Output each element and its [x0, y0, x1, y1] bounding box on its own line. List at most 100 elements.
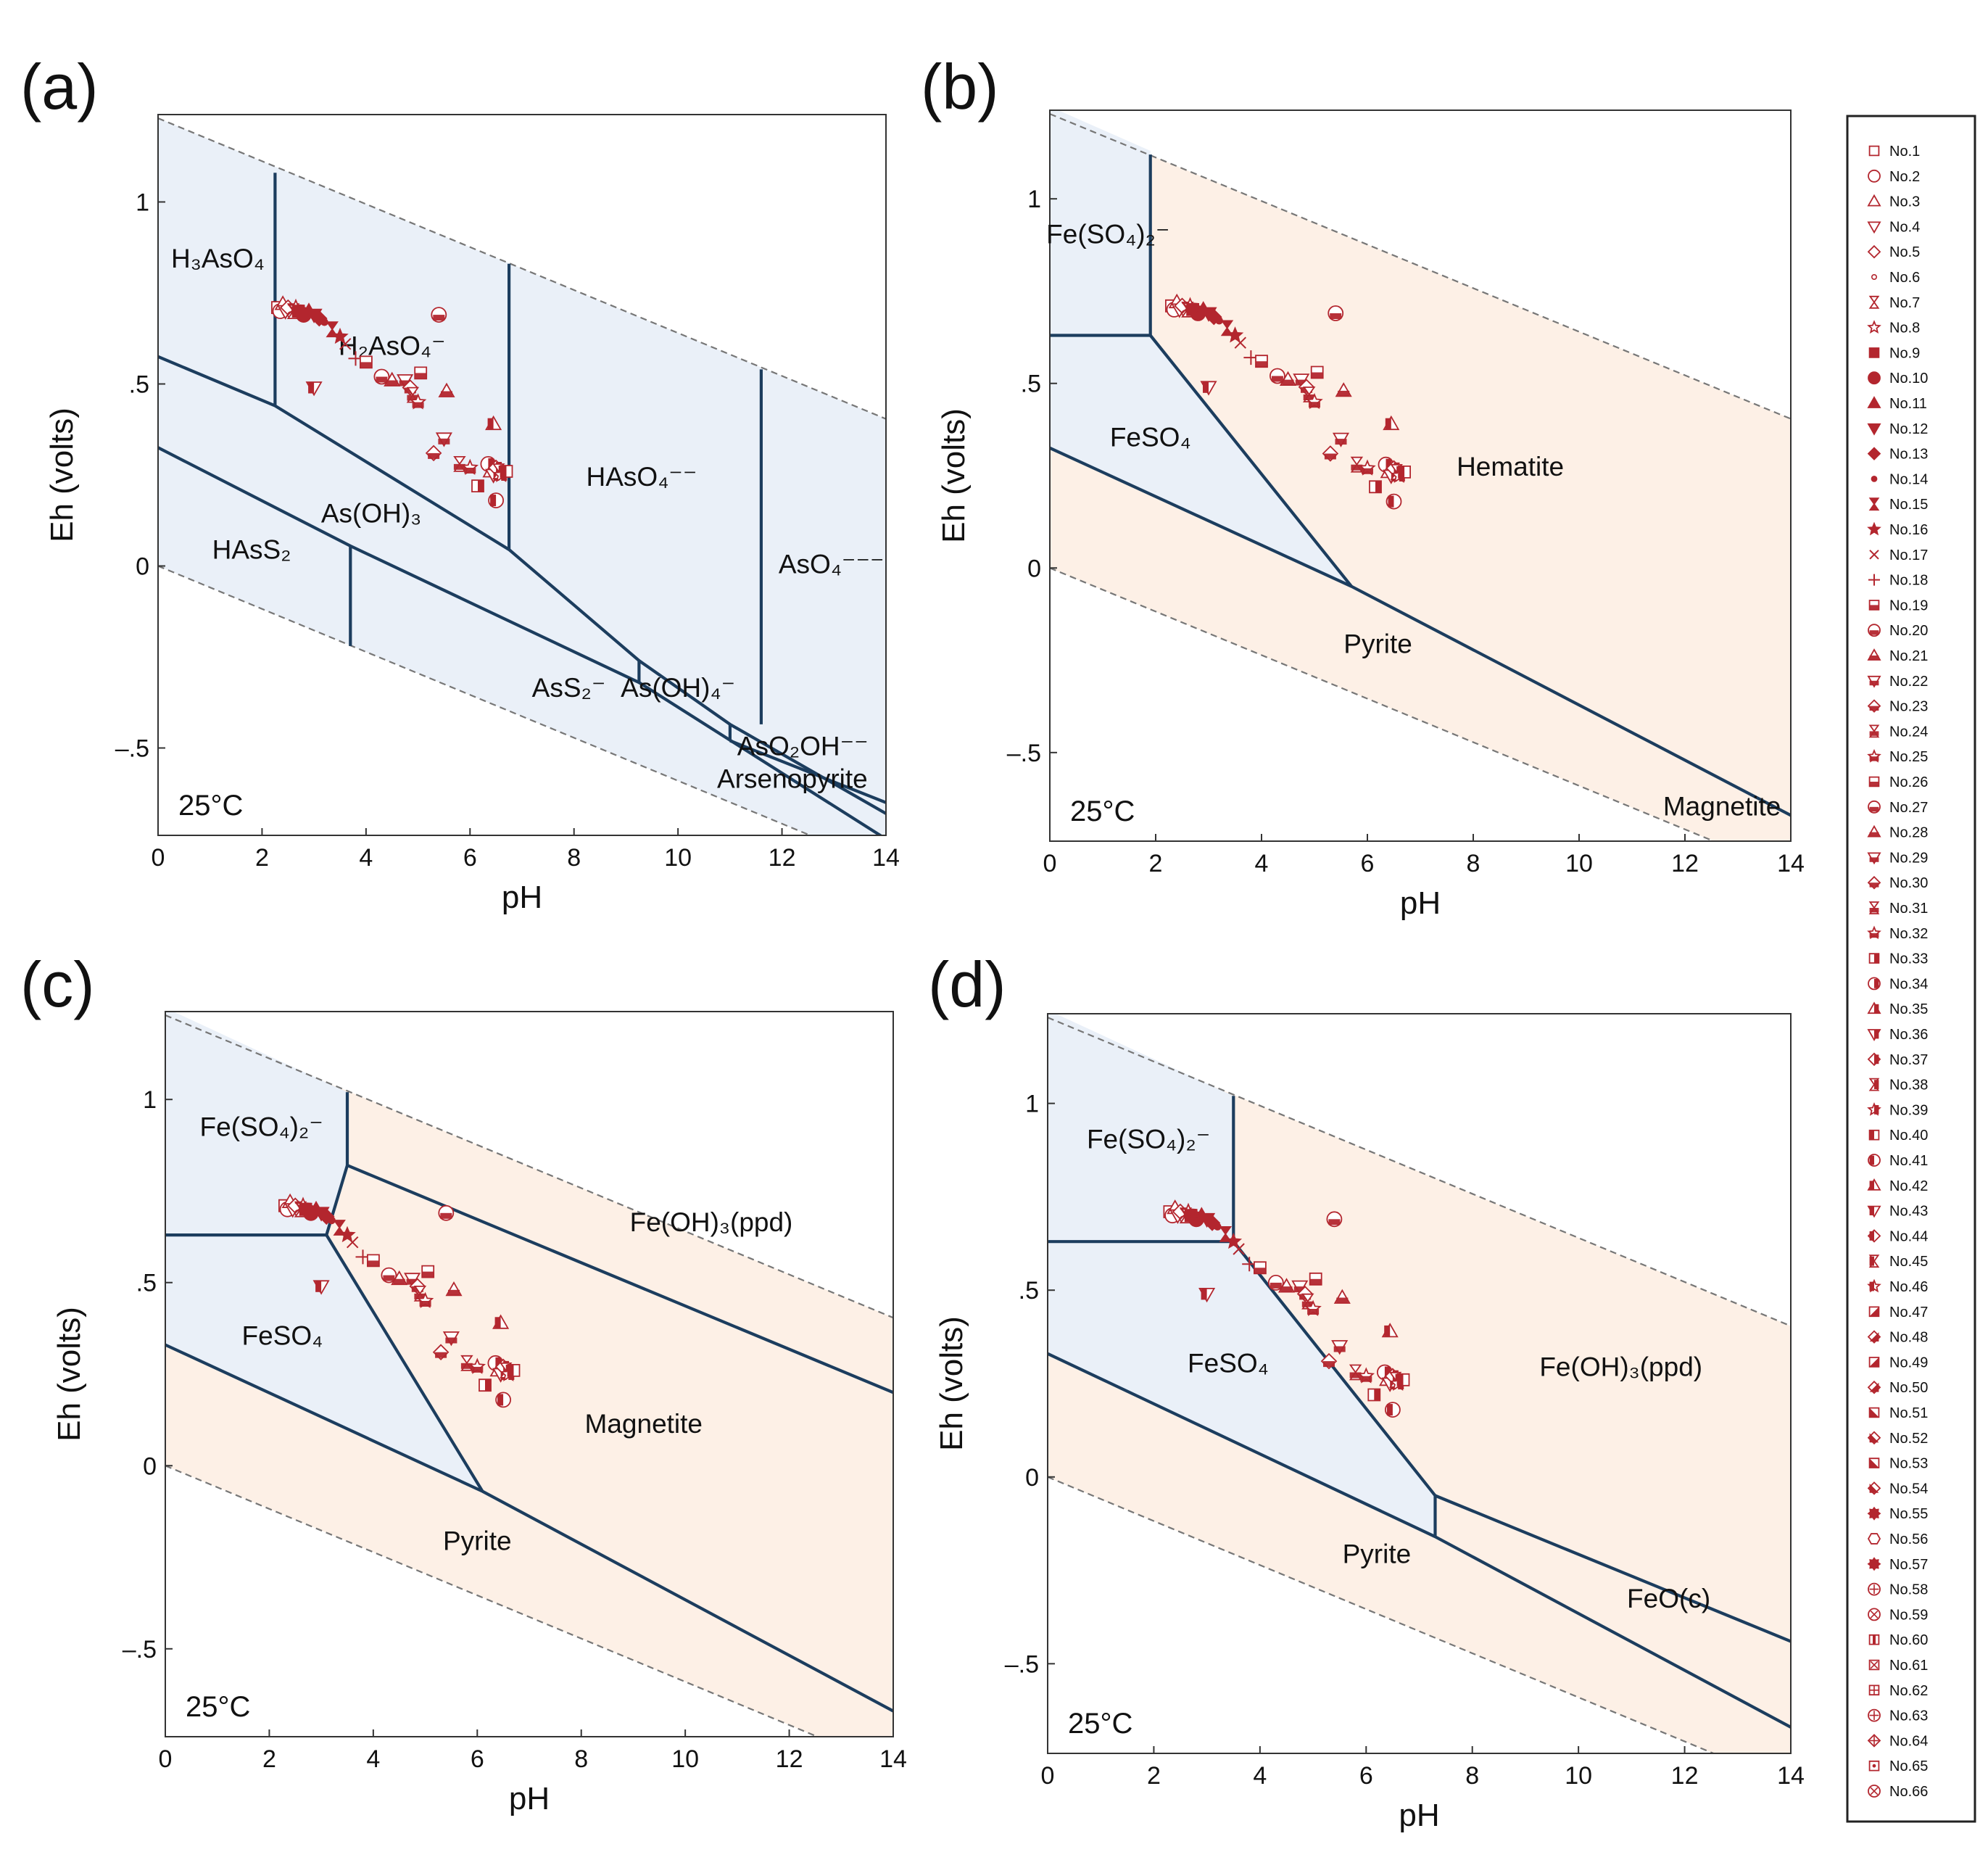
legend-marker	[1867, 1102, 1881, 1116]
legend-entry-label: No.53	[1889, 1456, 1928, 1472]
sample-point	[1301, 1293, 1314, 1310]
x-tick-label: 8	[1467, 850, 1480, 877]
y-tick-label: .5	[136, 1270, 157, 1297]
x-tick-label: 10	[664, 844, 692, 872]
legend-entry-label: No.10	[1889, 371, 1928, 386]
sample-point	[1328, 305, 1344, 321]
sample-point	[1383, 415, 1400, 431]
legend-entry-label: No.1	[1889, 144, 1920, 160]
region-label: H₂AsO₄⁻	[339, 331, 446, 360]
sample-point	[1200, 381, 1217, 396]
sample-point	[1226, 326, 1244, 343]
sample-point	[1349, 1364, 1362, 1381]
x-tick-label: 14	[1777, 1762, 1805, 1790]
water-lower-limit	[158, 565, 813, 835]
sample-point	[1306, 392, 1323, 410]
legend-marker	[1867, 1506, 1881, 1521]
x-tick-label: 8	[1465, 1762, 1479, 1790]
y-tick-label: .5	[1019, 1277, 1039, 1305]
sample-point	[500, 465, 513, 478]
legend-marker	[1868, 1760, 1880, 1772]
legend-marker	[1868, 600, 1880, 611]
x-axis-label: pH	[1399, 1798, 1439, 1833]
legend-marker	[1868, 724, 1880, 738]
legend-entry-label: No.37	[1889, 1052, 1928, 1068]
sample-point	[359, 355, 373, 369]
legend-entry-label: No.50	[1889, 1380, 1928, 1396]
legend-marker	[1867, 699, 1881, 713]
x-tick-label: 14	[872, 844, 900, 872]
region-label: Pyrite	[1343, 1539, 1412, 1568]
sample-point	[1234, 336, 1247, 349]
legend-marker	[1867, 1380, 1881, 1394]
x-tick-label: 10	[1565, 1762, 1592, 1790]
sample-legend: No.1 No.2 No.3 No.4 No.5 No.6 No.7 No.8 No.9 No.1…	[1846, 115, 1976, 1823]
legend-entry-label: No.27	[1889, 800, 1928, 816]
legend-marker	[1867, 1330, 1881, 1344]
legend-marker	[1867, 748, 1881, 763]
chart-panel-a: 0 2 4 6 8 10 12 14 1 .5 0 –.5 pH Eh (volts) H₃AsO₄ H₂As…	[44, 114, 900, 915]
y-tick-label: 0	[143, 1452, 157, 1480]
sample-point	[391, 1270, 408, 1286]
region-label: AsO₂OH⁻⁻	[737, 732, 869, 761]
sample-point	[445, 1281, 463, 1297]
sample-point	[431, 307, 447, 323]
sample-point	[435, 432, 452, 447]
legend-entry-label: No.44	[1889, 1228, 1928, 1244]
sample-point	[1367, 1388, 1381, 1402]
sample-point	[331, 327, 349, 344]
aqueous-region-1	[165, 1235, 483, 1492]
y-tick-label: –.5	[123, 1636, 157, 1663]
legend-entry-label: No.18	[1889, 573, 1928, 589]
legend-entry-label: No.11	[1889, 396, 1927, 412]
legend-entry-label: No.28	[1889, 825, 1928, 841]
legend-entry-label: No.6	[1889, 270, 1920, 286]
water-upper-limit	[158, 117, 886, 420]
legend-marker	[1867, 675, 1881, 688]
x-tick-label: 2	[1149, 850, 1163, 877]
panel-letter-a: (a)	[20, 51, 99, 123]
region-label: FeSO₄	[1188, 1349, 1269, 1378]
sample-point	[425, 445, 442, 462]
x-tick-label: 2	[1147, 1762, 1161, 1790]
sample-point	[1309, 1272, 1322, 1286]
legend-marker	[1867, 824, 1881, 838]
x-tick-label: 8	[567, 844, 581, 872]
sample-point	[461, 458, 479, 475]
y-tick-label: 0	[1025, 1464, 1039, 1492]
aqueous-region-1	[1048, 1241, 1436, 1537]
sample-point	[1254, 1261, 1267, 1275]
legend-marker	[1867, 423, 1881, 436]
aqueous-region-1	[1050, 335, 1352, 587]
legend-marker	[1868, 347, 1880, 358]
region-label: Fe(SO₄)₂⁻	[1087, 1124, 1210, 1154]
legend-marker	[1868, 1608, 1881, 1621]
aqueous-region-0	[1050, 110, 1151, 336]
y-tick-label: .5	[1021, 371, 1041, 398]
legend-entry-label: No.21	[1889, 648, 1928, 664]
sample-point	[1322, 445, 1339, 462]
sample-point	[471, 479, 484, 492]
legend-marker	[1868, 953, 1880, 964]
legend-marker	[1867, 1734, 1881, 1748]
legend-marker	[1867, 1557, 1881, 1571]
temperature-label: 25°C	[186, 1691, 250, 1723]
legend-entry-label: No.33	[1889, 951, 1928, 967]
region-label: Fe(OH)₃(ppd)	[1539, 1352, 1702, 1382]
sample-point	[1335, 382, 1352, 397]
region-label: As(OH)₄⁻	[621, 673, 735, 703]
plot-frame	[165, 1011, 894, 1737]
stability-field-background	[158, 118, 886, 835]
phase-boundary-3	[1149, 334, 1353, 588]
legend-entry-label: No.43	[1889, 1204, 1928, 1220]
region-label: HAsS₂	[212, 534, 291, 564]
legend-marker	[1867, 1229, 1881, 1243]
legend-entry-label: No.59	[1889, 1607, 1928, 1623]
aqueous-region-0	[165, 1012, 347, 1236]
legend-entry-label: No.45	[1889, 1254, 1928, 1270]
sample-point	[367, 1254, 380, 1268]
phase-boundary-3	[1232, 1240, 1437, 1497]
sample-point	[413, 1286, 427, 1302]
legend-entry-label: No.19	[1889, 598, 1928, 613]
plot-frame	[1047, 1013, 1792, 1754]
